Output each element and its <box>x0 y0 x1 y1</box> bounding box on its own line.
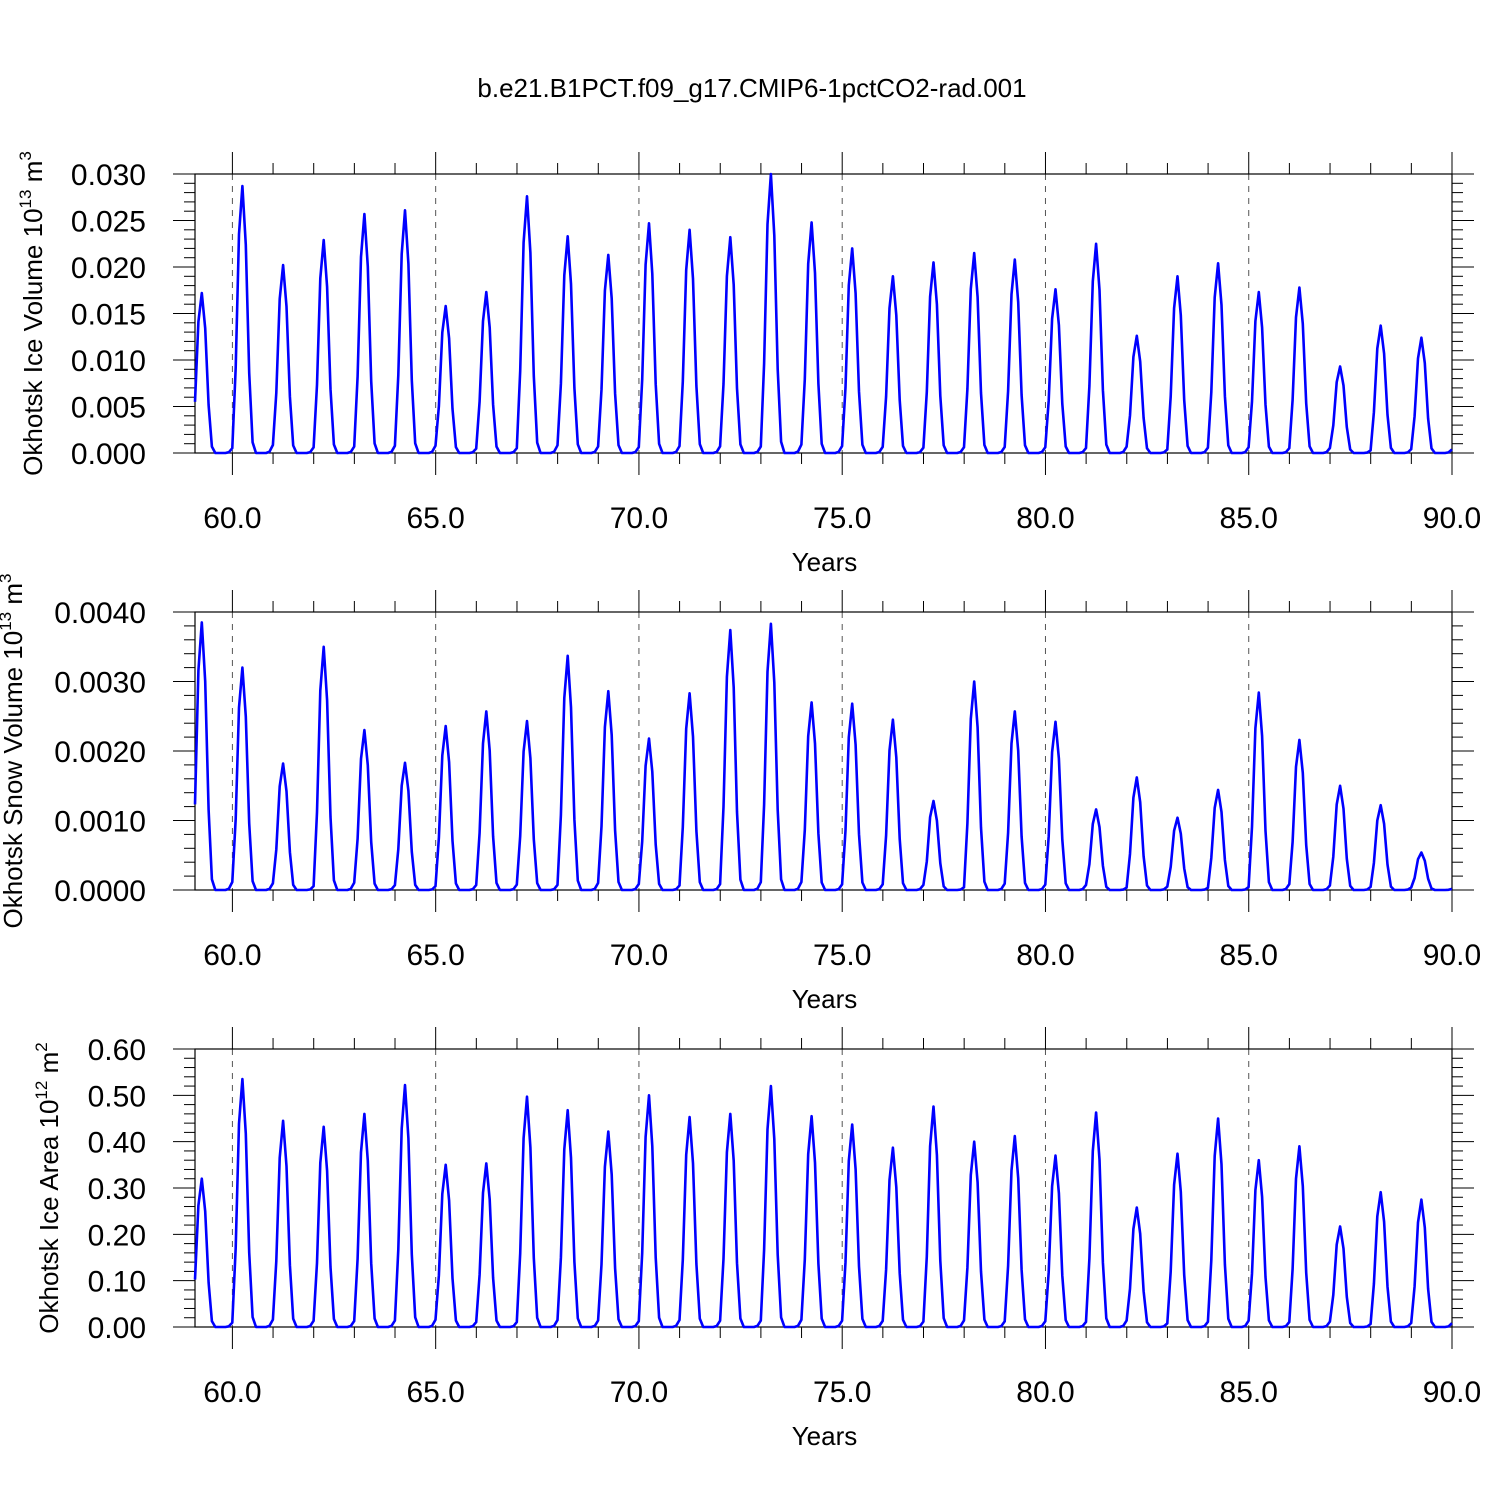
y-axis-units-exponent: 12 <box>32 1081 51 1100</box>
y-tick-label: 0.0000 <box>54 875 146 908</box>
y-tick-label: 0.015 <box>71 299 146 332</box>
x-tick-label: 85.0 <box>1220 502 1278 535</box>
y-tick-label: 0.0010 <box>54 806 146 839</box>
y-axis-units-base: 10 <box>34 1100 64 1129</box>
y-axis-label: Okhotsk Ice Volume 1013 m3 <box>16 151 48 476</box>
x-tick-label: 60.0 <box>203 939 261 972</box>
x-axis-label: Years <box>792 984 858 1014</box>
y-axis-units-unit: m <box>18 161 48 190</box>
panels: 60.0 65.0 70.0 75.0 80.0 85.0 90.0 0.000 0.005 0.… <box>0 151 1481 1451</box>
x-axis-label: Years <box>792 1421 858 1451</box>
x-tick-label: 85.0 <box>1220 1376 1278 1409</box>
x-tick-label: 80.0 <box>1016 939 1074 972</box>
y-tick-label: 0.010 <box>71 345 146 378</box>
x-tick-label: 90.0 <box>1423 939 1481 972</box>
y-tick-label: 0.030 <box>71 159 146 192</box>
plot-frame <box>194 1048 1453 1328</box>
x-tick-label: 65.0 <box>406 1376 464 1409</box>
y-axis-units-base: 10 <box>18 208 48 237</box>
chart-panel-3: 60.0 65.0 70.0 75.0 80.0 85.0 90.0 0.00 0.10 0.20… <box>32 1027 1481 1451</box>
series-line <box>193 172 1453 455</box>
series-line <box>193 1077 1453 1329</box>
x-tick-label: 70.0 <box>610 1376 668 1409</box>
chart-panel-1: 60.0 65.0 70.0 75.0 80.0 85.0 90.0 0.000 0.005 0.… <box>16 151 1481 577</box>
y-tick-label: 0.005 <box>71 392 146 425</box>
y-tick-label: 0.20 <box>88 1219 146 1252</box>
x-tick-label: 80.0 <box>1016 502 1074 535</box>
x-tick-label: 75.0 <box>813 939 871 972</box>
series-line <box>193 621 1453 892</box>
y-tick-label: 0.000 <box>71 438 146 471</box>
y-tick-label: 0.00 <box>88 1312 146 1345</box>
y-axis-units-exponent: 13 <box>0 612 15 631</box>
y-axis-label-space <box>0 660 28 667</box>
y-axis-label: Okhotsk Ice Area 1012 m2 <box>32 1042 64 1333</box>
x-tick-label: 90.0 <box>1423 1376 1481 1409</box>
y-axis-label-text: Okhotsk Ice Volume <box>18 245 48 476</box>
x-tick-label: 60.0 <box>203 1376 261 1409</box>
y-axis-units-unit: m <box>0 583 28 612</box>
y-tick-label: 0.0030 <box>54 667 146 700</box>
page-title: b.e21.B1PCT.f09_g17.CMIP6-1pctCO2-rad.00… <box>477 73 1026 103</box>
plot-frame <box>194 173 1453 454</box>
y-axis-units-unit-exponent: 3 <box>16 151 35 160</box>
x-tick-label: 60.0 <box>203 502 261 535</box>
y-tick-label: 0.0020 <box>54 736 146 769</box>
y-tick-label: 0.50 <box>88 1080 146 1113</box>
x-axis-label: Years <box>792 547 858 577</box>
y-tick-label: 0.020 <box>71 252 146 285</box>
y-axis-units-unit-exponent: 2 <box>32 1042 51 1051</box>
y-axis-label: Okhotsk Snow Volume 1013 m3 <box>0 573 28 928</box>
y-tick-label: 0.025 <box>71 206 146 239</box>
y-tick-label: 0.30 <box>88 1173 146 1206</box>
y-tick-label: 0.0040 <box>54 597 146 630</box>
y-axis-label-text: Okhotsk Ice Area <box>34 1135 64 1334</box>
x-tick-label: 75.0 <box>813 1376 871 1409</box>
x-tick-label: 85.0 <box>1220 939 1278 972</box>
y-axis-label-space <box>18 237 48 244</box>
y-tick-label: 0.40 <box>88 1127 146 1160</box>
y-axis-label-text: Okhotsk Snow Volume <box>0 667 28 929</box>
y-tick-label: 0.60 <box>88 1034 146 1067</box>
y-axis-units-base: 10 <box>0 631 28 660</box>
y-axis-units-unit: m <box>34 1052 64 1081</box>
y-axis-units-unit-exponent: 3 <box>0 573 15 582</box>
x-tick-label: 65.0 <box>406 939 464 972</box>
chart-panel-2: 60.0 65.0 70.0 75.0 80.0 85.0 90.0 0.0000 0.0010… <box>0 573 1481 1014</box>
x-tick-label: 70.0 <box>610 939 668 972</box>
y-axis-units-exponent: 13 <box>16 190 35 209</box>
x-tick-label: 80.0 <box>1016 1376 1074 1409</box>
x-tick-label: 75.0 <box>813 502 871 535</box>
x-tick-label: 70.0 <box>610 502 668 535</box>
x-tick-label: 90.0 <box>1423 502 1481 535</box>
y-tick-label: 0.10 <box>88 1266 146 1299</box>
x-tick-label: 65.0 <box>406 502 464 535</box>
y-axis-label-space <box>34 1128 64 1135</box>
